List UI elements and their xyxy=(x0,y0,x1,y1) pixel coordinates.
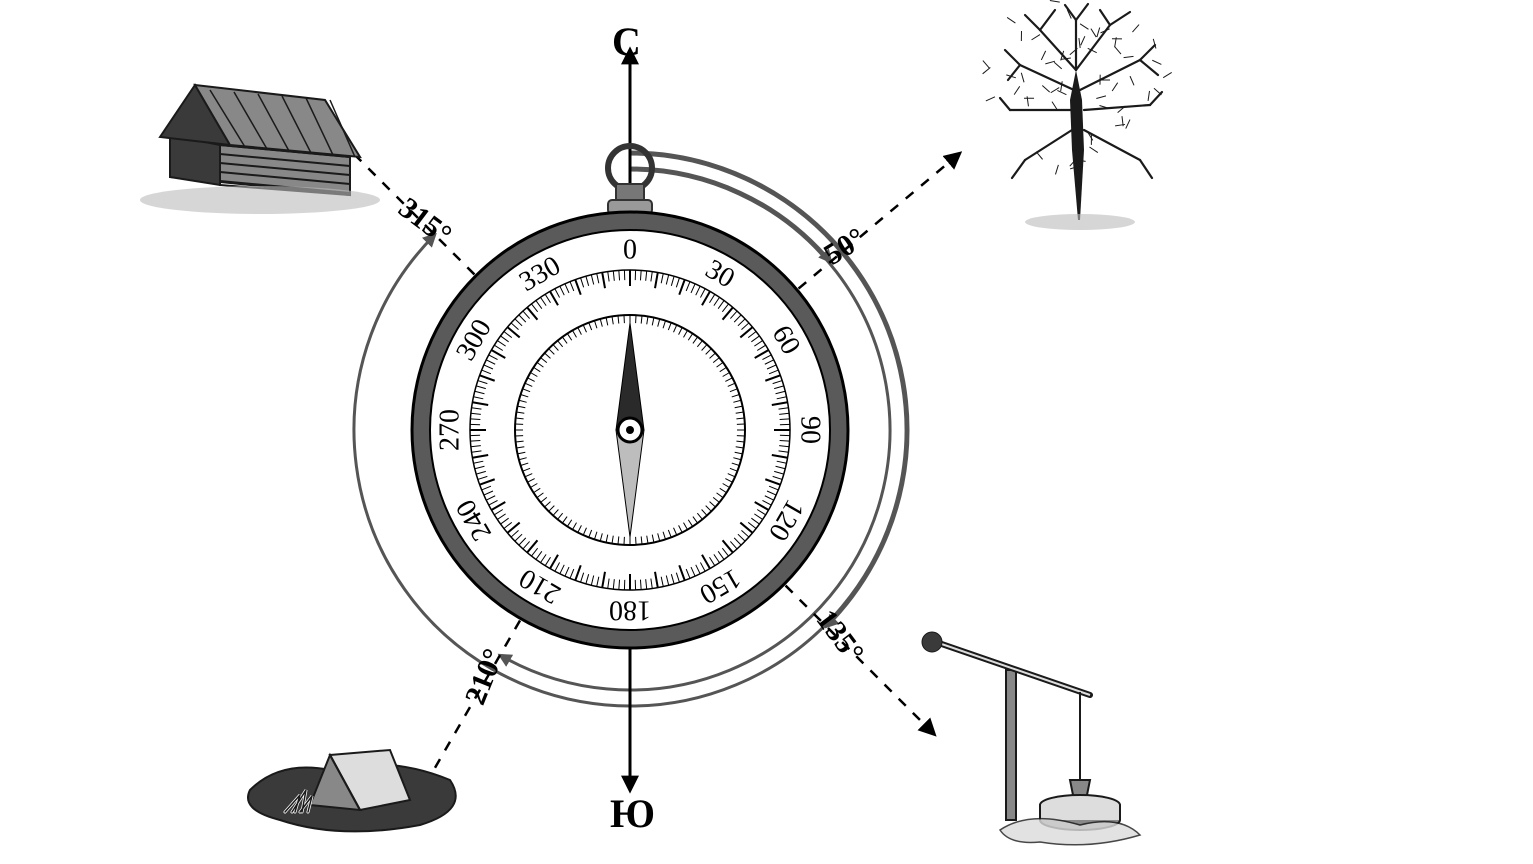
diagram-stage: С Ю 50°135°210°315°030609012015018021024… xyxy=(0,0,1533,864)
dial-number: 0 xyxy=(623,234,637,265)
tent-icon xyxy=(248,750,456,831)
dial-number: 90 xyxy=(795,416,826,444)
compass-diagram-svg: 50°135°210°315°0306090120150180210240270… xyxy=(0,0,1533,864)
dial-number: 180 xyxy=(609,595,651,626)
tree-icon xyxy=(983,1,1172,230)
bearing-label: 135° xyxy=(810,604,871,669)
needle-pivot-dot xyxy=(626,426,634,434)
south-label: Ю xyxy=(610,790,655,837)
dial-number: 270 xyxy=(434,409,465,451)
bearing-label: 50° xyxy=(818,221,871,271)
house-icon xyxy=(140,85,380,214)
bearing-label: 315° xyxy=(392,191,457,252)
north-label: С xyxy=(612,18,641,65)
well-icon xyxy=(922,632,1140,845)
